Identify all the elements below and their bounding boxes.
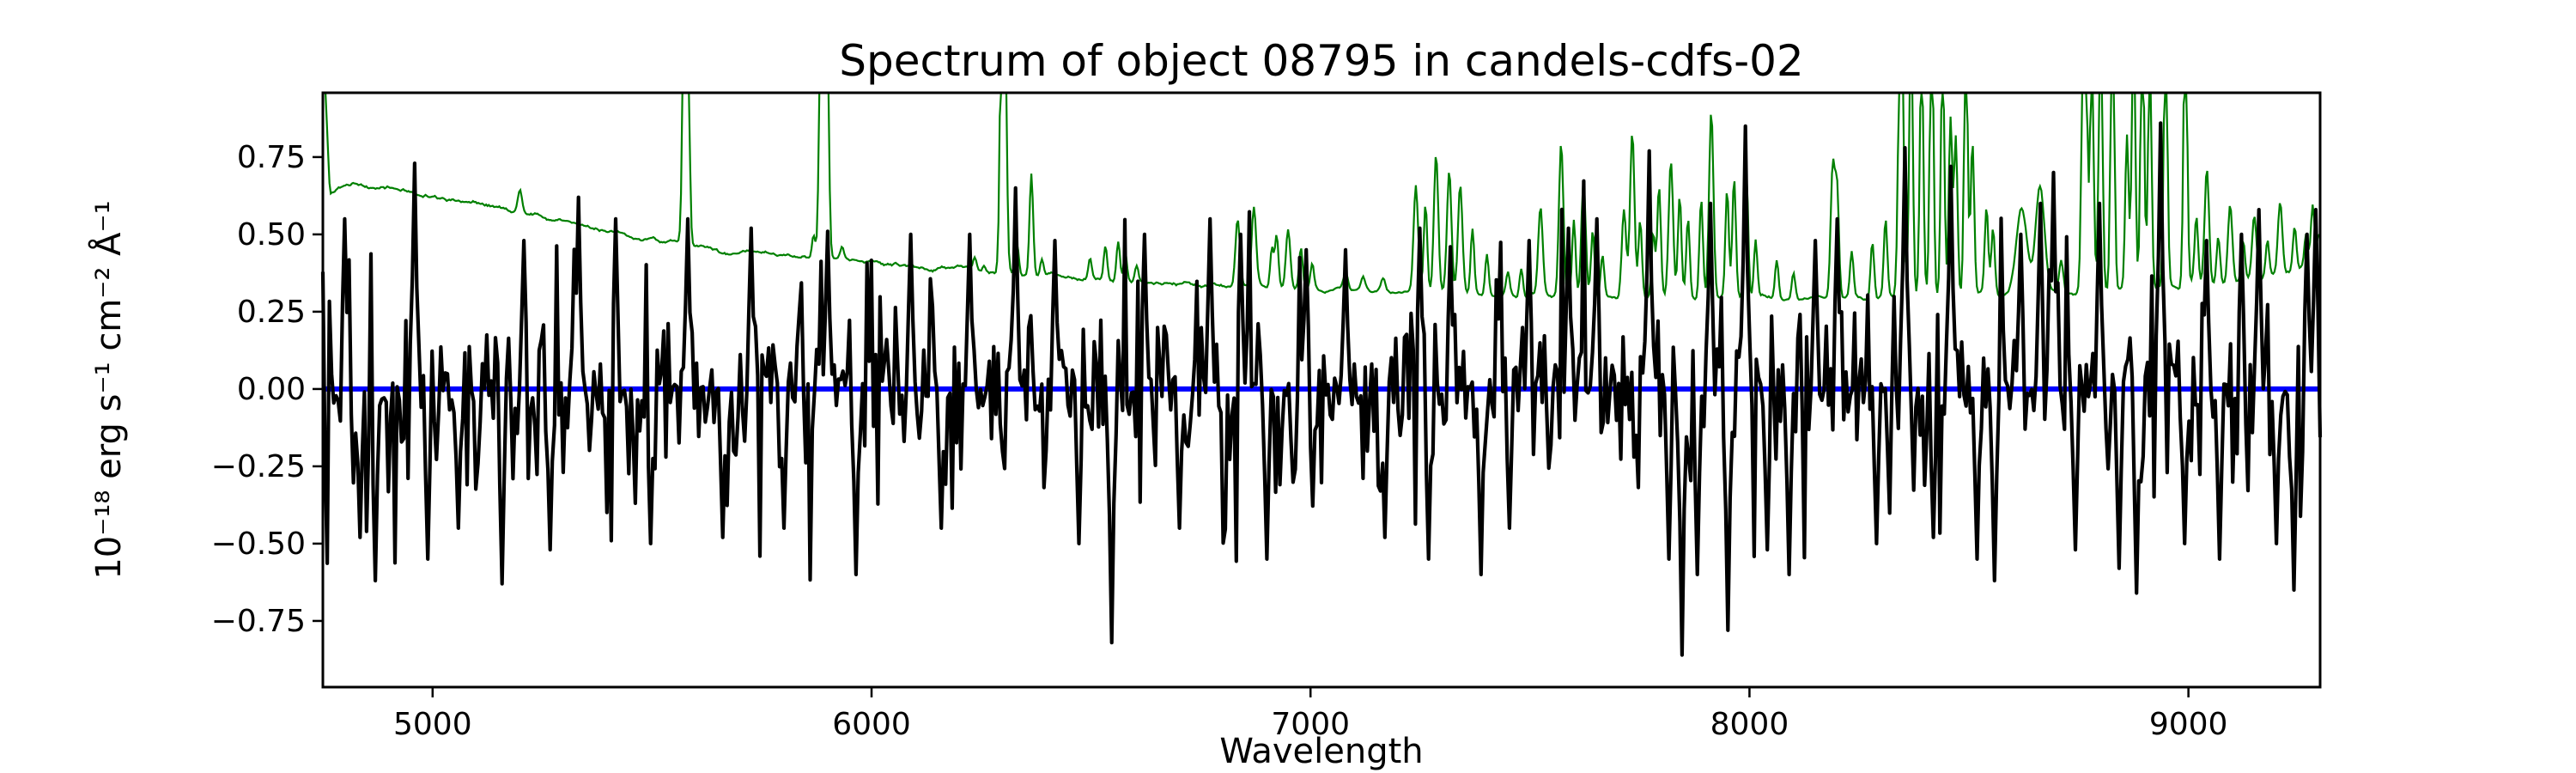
y-tick-label: −0.50 <box>211 526 306 562</box>
y-axis-ticks: 0.75 0.50 0.25 0.00 −0.25 −0.50 −0.75 <box>211 140 323 639</box>
x-tick-label: 7000 <box>1271 707 1350 742</box>
y-tick-label: 0.75 <box>237 140 306 175</box>
noise-sky-spectrum-line <box>323 92 2320 301</box>
noise-sky-spectrum-path <box>323 92 2320 301</box>
x-tick-label: 5000 <box>393 707 472 742</box>
x-axis-ticks: 5000 6000 7000 8000 9000 <box>393 687 2227 742</box>
x-tick-label: 6000 <box>832 707 911 742</box>
y-axis-label: 10⁻¹⁸ erg s⁻¹ cm⁻² Å⁻¹ <box>88 200 129 579</box>
y-tick-label: 0.25 <box>237 295 306 330</box>
x-axis-label: Wavelength <box>1219 732 1423 771</box>
flux-spectrum-line <box>320 121 2323 657</box>
x-tick-label: 9000 <box>2149 707 2228 742</box>
y-tick-label: −0.75 <box>211 604 306 639</box>
flux-spectrum-path <box>320 121 2323 657</box>
y-tick-label: 0.50 <box>237 217 306 253</box>
y-tick-label: −0.25 <box>211 449 306 484</box>
y-tick-label: 0.00 <box>237 372 306 407</box>
x-tick-label: 8000 <box>1710 707 1789 742</box>
plot-title: Spectrum of object 08795 in candels-cdfs… <box>839 36 1804 86</box>
